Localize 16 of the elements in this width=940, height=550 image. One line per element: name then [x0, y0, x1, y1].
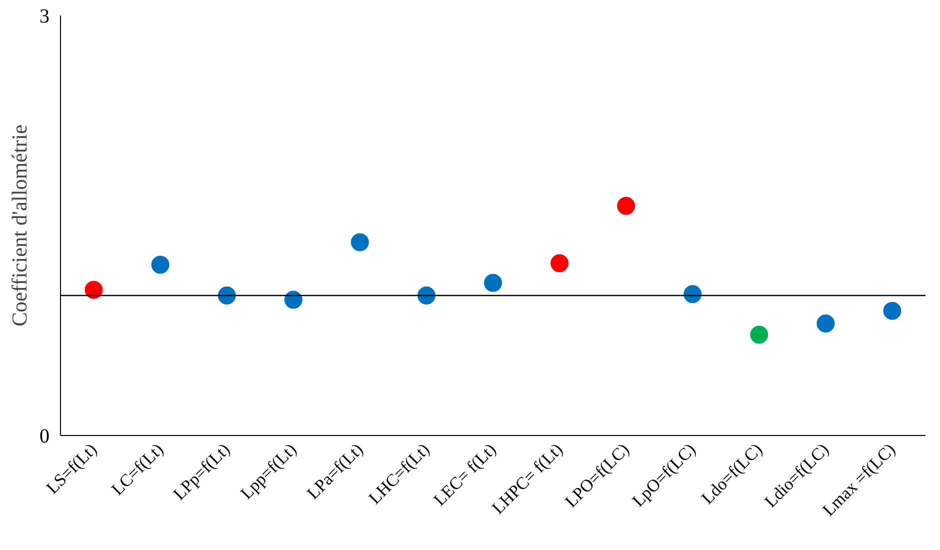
y-tick-label: 0	[40, 426, 50, 448]
point	[484, 274, 502, 292]
point	[417, 286, 436, 304]
point	[218, 286, 236, 304]
y-axis-title: Coefficient d'allométrie	[8, 124, 32, 326]
point	[883, 302, 902, 320]
point	[151, 256, 170, 274]
point	[284, 290, 302, 309]
point	[816, 314, 835, 332]
point	[684, 285, 702, 304]
point	[84, 280, 103, 299]
point	[350, 233, 369, 252]
point	[550, 254, 569, 272]
point	[617, 196, 636, 215]
y-tick-label: 3	[40, 6, 50, 28]
point	[750, 326, 768, 344]
